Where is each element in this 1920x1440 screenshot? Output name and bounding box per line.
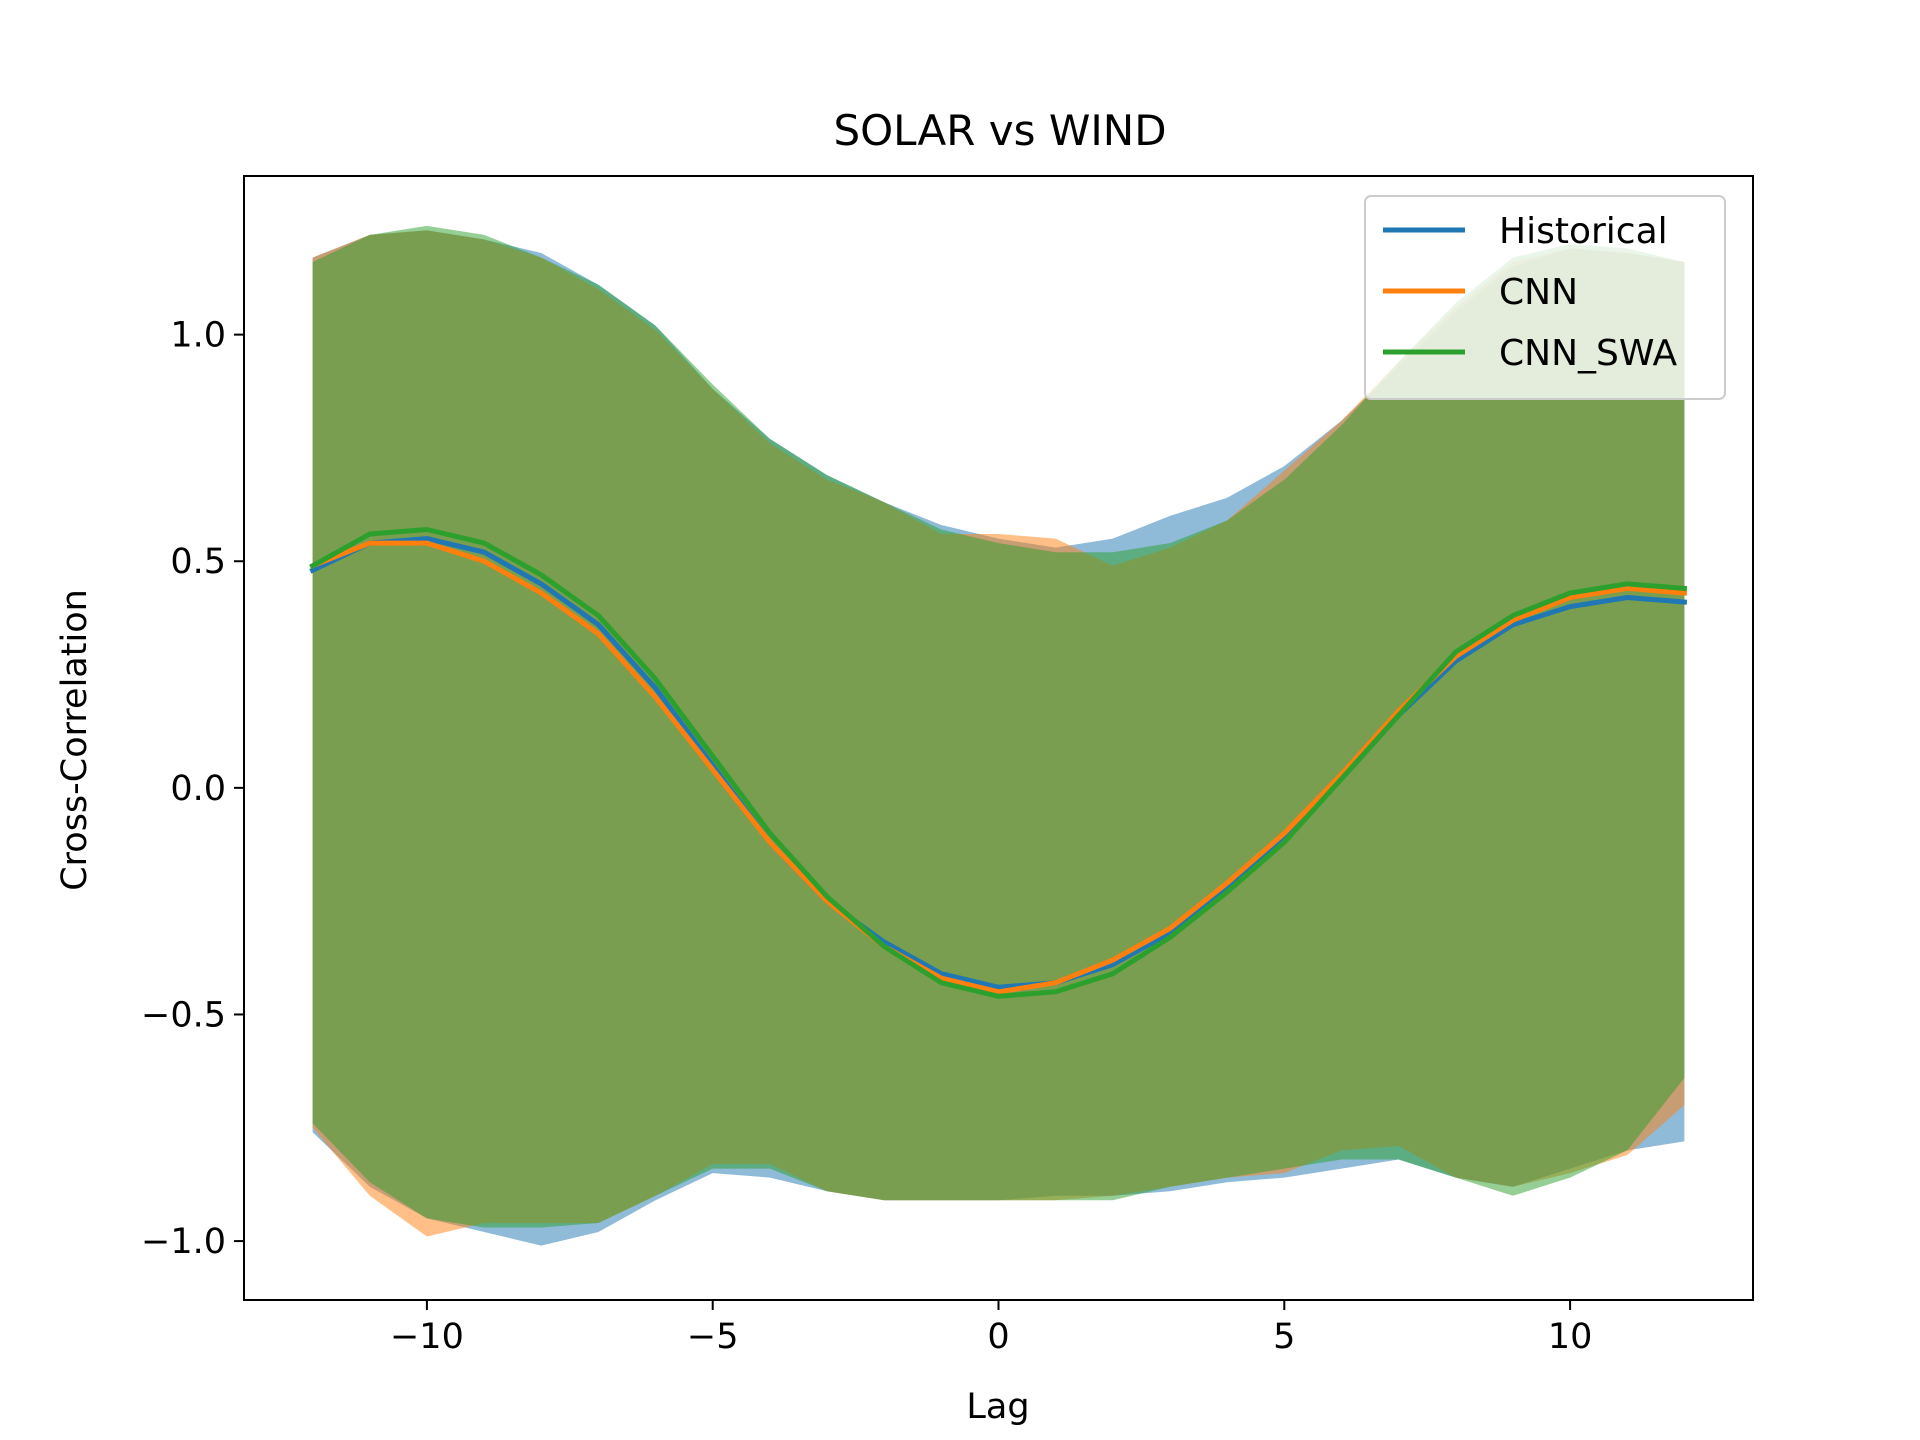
line-series-0 (309, 536, 1688, 990)
confidence-bands (312, 225, 1685, 1246)
y-axis-ticks: −1.0 −0.5 0.0 0.5 1.0 (141, 316, 244, 1262)
y-tick-label: −0.5 (141, 995, 226, 1035)
legend-label-2: CNN_SWA (1499, 333, 1677, 374)
x-tick-label: 5 (1273, 1317, 1295, 1357)
legend-box (1364, 195, 1726, 400)
band-series-2 (312, 225, 1685, 1228)
chart-title: SOLAR vs WIND (833, 106, 1166, 155)
y-tick-label: −1.0 (141, 1222, 226, 1262)
x-axis-ticks: −10 −5 0 5 10 (390, 1300, 1592, 1357)
y-tick-label: 0.0 (170, 769, 226, 809)
y-axis-label: Cross-Correlation (55, 589, 95, 891)
x-tick-label: −10 (390, 1317, 464, 1357)
legend-label-1: CNN (1499, 272, 1578, 313)
x-axis-label: Lag (966, 1387, 1029, 1427)
x-tick-label: 10 (1548, 1317, 1593, 1357)
x-tick-label: −5 (687, 1317, 739, 1357)
line-series-1 (309, 540, 1688, 995)
y-tick-label: 0.5 (170, 542, 226, 582)
line-series-2 (309, 527, 1688, 999)
x-tick-label: 0 (987, 1317, 1009, 1357)
legend-label-0: Historical (1499, 211, 1668, 252)
legend: Historical CNN CNN_SWA (1364, 195, 1726, 400)
y-tick-label: 1.0 (170, 316, 226, 356)
series-lines (309, 527, 1688, 999)
